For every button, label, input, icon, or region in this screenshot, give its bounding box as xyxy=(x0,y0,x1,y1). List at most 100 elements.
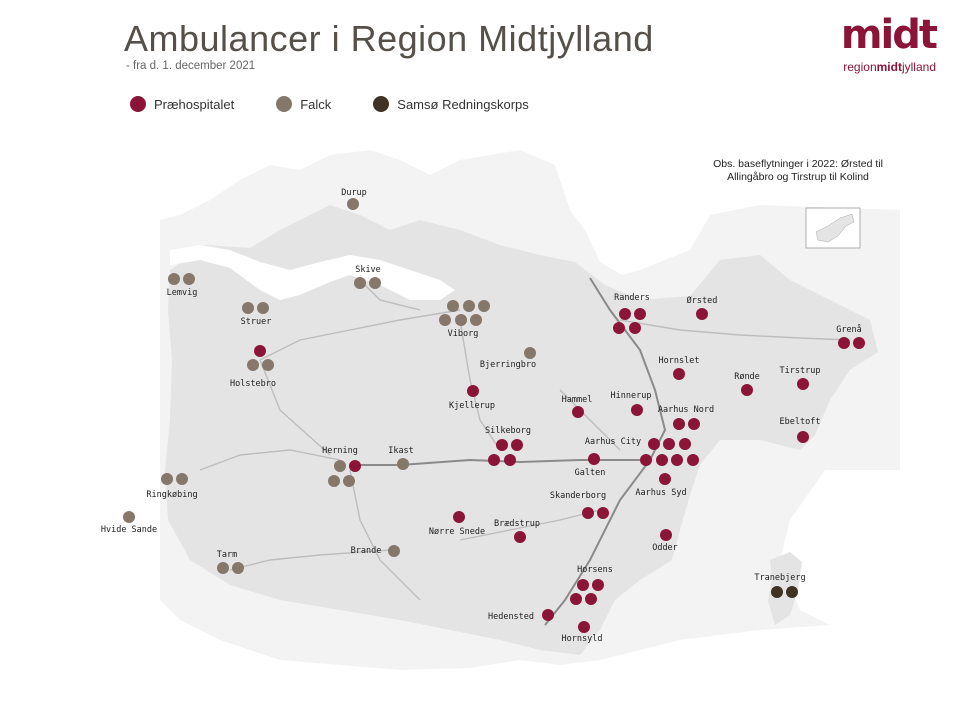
station-lemvig: Lemvig xyxy=(167,273,197,298)
ambulance-marker xyxy=(656,454,668,466)
legend-label: Samsø Redningskorps xyxy=(397,96,529,112)
town-label: Aarhus Nord xyxy=(658,405,714,415)
station-durup: Durup xyxy=(341,188,367,210)
legend-item-praehospitalet: Præhospitalet xyxy=(130,96,234,112)
ambulance-marker xyxy=(488,454,500,466)
stations-layer: Durup Skive Lemvig Struer Holstebro Viborg Bje… xyxy=(101,188,865,644)
station-bjerringbro: Bjerringbro xyxy=(480,347,536,370)
ambulance-marker xyxy=(242,302,254,314)
station-hinnerup: Hinnerup xyxy=(611,391,652,416)
ambulance-marker xyxy=(514,531,526,543)
station-ringkøbing: Ringkøbing xyxy=(146,473,198,500)
town-label: Rønde xyxy=(734,372,760,382)
town-label: Kjellerup xyxy=(449,401,495,411)
ambulance-marker xyxy=(663,438,675,450)
ambulance-marker xyxy=(679,438,691,450)
station-aarhus-syd: Aarhus Syd xyxy=(635,473,687,498)
ambulance-marker xyxy=(648,438,660,450)
town-label: Aarhus City xyxy=(585,437,641,447)
logo-sub-suffix: jylland xyxy=(901,60,936,74)
town-label: Galten xyxy=(575,468,606,478)
town-label: Grenå xyxy=(836,324,862,335)
town-label: Tranebjerg xyxy=(754,573,805,583)
ambulance-marker xyxy=(168,273,180,285)
ambulance-marker xyxy=(354,277,366,289)
logo-subtext: regionmidtjylland xyxy=(843,60,936,74)
town-label: Ringkøbing xyxy=(146,490,197,500)
station-odder: Odder xyxy=(652,529,678,553)
ambulance-marker xyxy=(577,579,589,591)
town-label: Durup xyxy=(341,188,367,198)
ambulance-marker xyxy=(262,359,274,371)
ambulance-marker xyxy=(592,579,604,591)
station-herning: Herning xyxy=(322,446,361,487)
ambulance-marker xyxy=(343,475,355,487)
town-label: Skanderborg xyxy=(550,491,606,501)
station-tarm: Tarm xyxy=(217,550,244,574)
ambulance-marker xyxy=(397,458,409,470)
ambulance-marker xyxy=(619,308,631,320)
page-title: Ambulancer i Region Midtjylland xyxy=(124,18,654,59)
station-aarhus-city: Aarhus City xyxy=(585,437,699,466)
station-viborg: Viborg xyxy=(439,300,490,339)
region-midt-logo: midt regionmidtjylland xyxy=(820,12,940,78)
map-background xyxy=(160,140,900,680)
ambulance-marker xyxy=(455,314,467,326)
ambulance-marker xyxy=(578,621,590,633)
ambulance-marker xyxy=(161,473,173,485)
station-skanderborg: Skanderborg xyxy=(550,491,609,519)
town-label: Hvide Sande xyxy=(101,525,157,535)
ambulance-marker xyxy=(347,198,359,210)
ambulance-marker xyxy=(447,300,459,312)
ambulance-marker xyxy=(659,473,671,485)
town-label: Aarhus Syd xyxy=(635,488,686,498)
ambulance-marker xyxy=(741,384,753,396)
station-hammel: Hammel xyxy=(562,395,592,418)
station-ørsted: Ørsted xyxy=(687,295,718,320)
town-label: Ikast xyxy=(388,446,414,456)
ambulance-marker xyxy=(478,300,490,312)
town-label: Hinnerup xyxy=(611,391,652,401)
ambulance-marker xyxy=(671,454,683,466)
ambulance-marker xyxy=(232,562,244,574)
ambulance-marker xyxy=(838,337,850,349)
ambulance-marker xyxy=(572,406,584,418)
ambulance-marker xyxy=(771,586,783,598)
ambulance-marker xyxy=(388,545,400,557)
legend-dot-falck xyxy=(276,96,293,112)
ambulance-marker xyxy=(217,562,229,574)
station-hornsyld: Hornsyld xyxy=(562,621,602,644)
ambulance-marker xyxy=(585,593,597,605)
station-kjellerup: Kjellerup xyxy=(449,385,495,411)
ambulance-marker xyxy=(496,439,508,451)
station-ikast: Ikast xyxy=(388,446,414,470)
station-galten: Galten xyxy=(575,453,606,478)
ambulance-marker xyxy=(629,322,641,334)
relocation-note: Obs. baseflytninger i 2022: Ørsted til A… xyxy=(713,158,883,183)
ambulance-marker xyxy=(123,511,135,523)
ambulance-marker xyxy=(542,609,554,621)
logo-sub-bold: midt xyxy=(876,60,902,74)
ambulance-marker xyxy=(582,507,594,519)
town-label: Odder xyxy=(652,543,678,553)
page-subtitle: - fra d. 1. december 2021 xyxy=(126,60,256,72)
ambulance-marker xyxy=(257,302,269,314)
town-label: Silkeborg xyxy=(485,426,531,436)
legend-label: Falck xyxy=(300,96,332,112)
ambulance-marker xyxy=(328,475,340,487)
town-label: Skive xyxy=(355,265,381,275)
ambulance-marker xyxy=(797,431,809,443)
town-label: Herning xyxy=(322,446,358,456)
legend-dot-samsoe xyxy=(373,96,390,112)
ambulance-marker xyxy=(660,529,672,541)
station-ebeltoft: Ebeltoft xyxy=(780,417,820,443)
station-brædstrup: Brædstrup xyxy=(494,519,540,543)
town-label: Horsens xyxy=(577,565,613,575)
town-label: Brande xyxy=(351,546,382,556)
town-label: Holstebro xyxy=(230,379,276,389)
legend-item-samsoe: Samsø Redningskorps xyxy=(373,96,529,112)
ambulance-marker xyxy=(467,385,479,397)
town-label: Ørsted xyxy=(687,295,718,306)
legend-dot-praehospitalet xyxy=(130,96,146,112)
